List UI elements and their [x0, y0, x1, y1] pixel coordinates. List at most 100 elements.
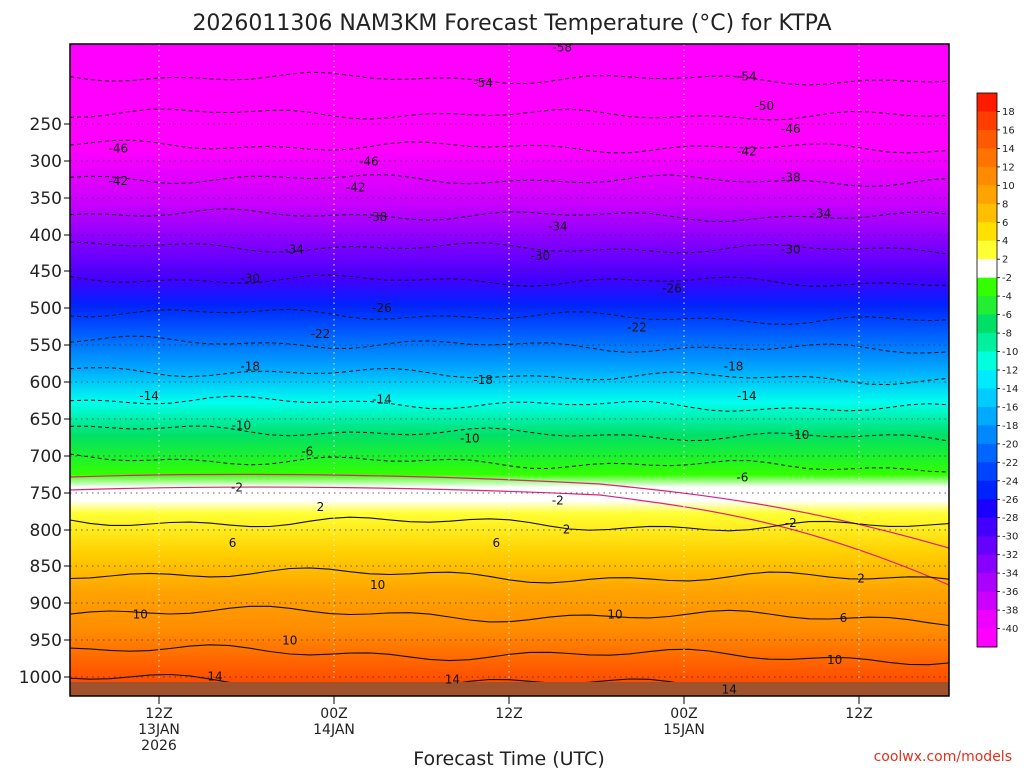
colorbar-swatch	[977, 499, 997, 519]
contour-label: -26	[662, 282, 682, 296]
x-tick-label: 12Z	[845, 706, 872, 722]
contour-label: -10	[232, 418, 252, 432]
contour-label: -2	[552, 493, 564, 507]
y-tick-label: 450	[30, 262, 62, 282]
colorbar-swatch	[977, 628, 997, 648]
contour-label: -22	[311, 327, 331, 341]
colorbar-swatch	[977, 536, 997, 556]
ground-surface	[70, 682, 949, 696]
x-axis-label: Forecast Time (UTC)	[413, 748, 604, 768]
contour-label: 6	[492, 536, 500, 550]
isotherm-dashed	[70, 308, 949, 325]
y-tick-label: 700	[30, 447, 62, 467]
colorbar-tick-label: 10	[1002, 181, 1015, 192]
isotherm-lines	[70, 71, 949, 694]
contour-label: -34	[812, 207, 832, 221]
x-tick-label: 15JAN	[663, 722, 705, 738]
contour-label: -42	[737, 145, 757, 159]
colorbar-swatch	[977, 333, 997, 353]
contour-label: -22	[627, 321, 647, 335]
contour-label: -46	[359, 154, 379, 168]
contour-label: -6	[736, 471, 748, 485]
contour-label: 6	[229, 536, 237, 550]
contour-label: -34	[284, 242, 304, 256]
y-tick-label: 350	[30, 189, 62, 209]
colorbar-tick-label: 2	[1002, 255, 1008, 266]
contour-label: 10	[827, 653, 842, 667]
contour-labels: -58 -54 -54 -50 -46 -46 -46 -42 -42 -42 -38 -38 -34 -…	[108, 44, 865, 696]
colorbar-swatch	[977, 462, 997, 482]
colorbar-tick-label: -10	[1002, 347, 1018, 358]
colorbar-tick-label: -22	[1002, 458, 1018, 469]
isotherm-dashed	[70, 274, 949, 287]
colorbar-tick-label: -24	[1002, 476, 1018, 487]
contour-label: -46	[108, 141, 128, 155]
y-tick-label: 1000	[19, 668, 62, 688]
colorbar-swatch	[977, 259, 997, 279]
contour-label: 10	[370, 578, 385, 592]
isotherm-dashed	[70, 395, 949, 412]
contour-label: -14	[737, 389, 757, 403]
y-tick-label: 550	[30, 336, 62, 356]
colorbar-swatch	[977, 517, 997, 537]
colorbar-tick-label: -26	[1002, 495, 1018, 506]
colorbar-tick-label: 4	[1002, 236, 1008, 247]
colorbar-tick-label: -20	[1002, 439, 1018, 450]
y-tick-label: 500	[30, 299, 62, 319]
x-tick-label: 12Z	[145, 706, 172, 722]
y-tick-label: 400	[30, 226, 62, 246]
colorbar-tick-label: -38	[1002, 606, 1018, 617]
colorbar-tick-label: -12	[1002, 366, 1018, 377]
colorbar-swatch	[977, 222, 997, 242]
colorbar-swatch	[977, 185, 997, 205]
colorbar-tick-label: -2	[1002, 273, 1012, 284]
contour-label: 2	[563, 523, 571, 537]
colorbar-swatch	[977, 129, 997, 149]
contour-label: 10	[607, 608, 622, 622]
colorbar-swatch	[977, 425, 997, 445]
contour-label: 2	[857, 572, 865, 586]
isotherm-dashed	[70, 425, 949, 442]
isotherm-zero-lower	[70, 486, 949, 586]
contour-label: -14	[139, 389, 159, 403]
contour-label: 14	[207, 669, 222, 683]
colorbar-tick-label: -32	[1002, 550, 1018, 561]
contour-label: 2	[317, 500, 325, 514]
colorbar-tick-label: -4	[1002, 292, 1012, 303]
colorbar-tick-label: -28	[1002, 513, 1018, 524]
y-tick-label: 250	[30, 115, 62, 135]
contour-label: 6	[840, 611, 848, 625]
x-tick-label: 00Z	[670, 706, 697, 722]
credit-text[interactable]: coolwx.com/models	[874, 749, 1012, 765]
colorbar-swatch	[977, 93, 997, 112]
colorbar-tick-label: -16	[1002, 402, 1018, 413]
colorbar-swatch	[977, 480, 997, 500]
y-tick-label: 750	[30, 484, 62, 504]
colorbar-swatch	[977, 314, 997, 334]
colorbar-tick-label: -8	[1002, 329, 1012, 340]
plot-area: -58 -54 -54 -50 -46 -46 -46 -42 -42 -42 -38 -38 -34 -…	[70, 44, 949, 696]
contour-label: -18	[473, 373, 493, 387]
contour-label: -26	[372, 301, 392, 315]
colorbar-swatch	[977, 591, 997, 611]
contour-label: 10	[282, 634, 297, 648]
contour-label: -18	[240, 360, 260, 374]
colorbar-swatch	[977, 388, 997, 408]
y-tick-label: 900	[30, 594, 62, 614]
colorbar-swatch	[977, 166, 997, 186]
y-tick-label: 650	[30, 410, 62, 430]
colorbar-tick-label: -30	[1002, 532, 1018, 543]
contour-label: -10	[460, 432, 480, 446]
colorbar-swatch	[977, 443, 997, 463]
contour-label: -46	[781, 122, 801, 136]
y-tick-label: 950	[30, 631, 62, 651]
x-tick-label: 12Z	[495, 706, 522, 722]
contour-label: -30	[781, 242, 801, 256]
colorbar-swatch	[977, 203, 997, 223]
contour-label: -38	[781, 171, 801, 185]
contour-label: -42	[346, 180, 366, 194]
x-tick-label: 13JAN	[138, 722, 180, 738]
colorbar-tick-label: -36	[1002, 587, 1018, 598]
